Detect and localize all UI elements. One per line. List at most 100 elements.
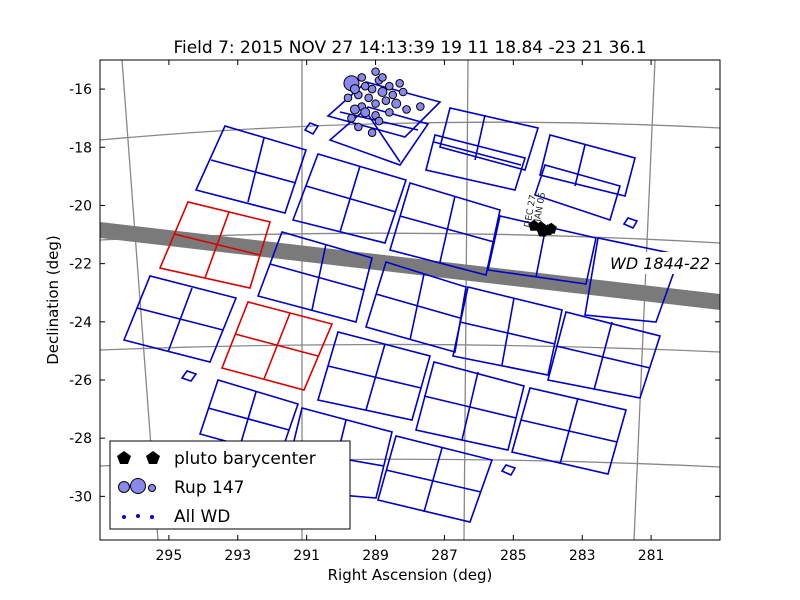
legend-rup-marker [130,478,146,494]
guide-chip [180,370,198,382]
guide-chip [500,464,517,477]
ccd-chip [122,275,238,363]
ccd-chip [388,182,501,276]
ccd-gap [305,185,397,213]
y-tick-label: -28 [69,431,92,447]
grid-line [463,60,469,540]
plot-area: WD 1844-22 DEC 27 JAN 05 [100,60,720,540]
ccd-chip [439,107,540,171]
legend-label-rup: Rup 147 [174,478,244,498]
wd-label: WD 1844-22 [610,254,710,273]
ccd-gap [311,243,327,311]
axes-frame [99,59,721,541]
ccd-gap [339,165,361,233]
ccd-gap [247,137,265,203]
legend-wd-marker [150,515,154,519]
x-tick-label: 291 [293,548,320,564]
legend-label-wd: All WD [174,507,230,527]
rup147-point [385,108,394,117]
pluto-points [528,219,557,237]
y-tick-label: -24 [69,315,92,331]
rup147-point [388,90,398,100]
ccd-gap [593,321,613,391]
red-ccd-chip [220,301,334,391]
ccd-chip [316,331,431,421]
rup147-point [367,128,377,138]
rup147-point [398,87,408,97]
rup147-points [343,67,425,138]
y-axis-label: Declination (deg) [44,235,62,365]
red-ccd-chip [158,201,272,289]
rup147-point [391,98,402,109]
guide-chip [303,122,320,136]
ccd-gap [433,141,522,166]
x-tick-label: 281 [638,548,665,564]
x-tick-label: 285 [500,548,527,564]
ccd-gap [210,159,297,184]
ccd-gap [167,287,193,353]
y-tick-label: -18 [69,140,92,156]
y-tick-label: -30 [69,489,92,505]
ccd-gap [239,391,257,447]
ccd-chip [547,311,662,399]
grid-line [100,343,720,353]
rup147-point [364,93,373,103]
rup147-point [377,87,388,97]
pluto-point [545,222,557,234]
rup147-point [367,84,377,94]
x-tick-label: 287 [431,548,458,564]
ccd-gap [409,273,425,341]
ccd-chip [533,164,621,222]
grid-line [100,121,720,141]
rup147-point [343,93,353,103]
rup147-point [371,67,380,76]
legend-pluto-marker [117,451,131,464]
ccd-gap [461,371,479,441]
pluto-point [536,225,549,237]
ecliptic-band [100,222,720,310]
x-tick-label: 289 [362,548,389,564]
annotations: WD 1844-22 DEC 27 JAN 05 [523,192,720,274]
ccd-chip [291,153,408,244]
chart-title: Field 7: 2015 NOV 27 14:13:39 19 11 18.8… [173,38,646,58]
legend-wd-marker [136,514,140,518]
y-tick-label: -20 [69,198,92,214]
red-ccd-gap [234,333,319,357]
ccd-gap [423,447,443,513]
ccd-gap [364,109,401,163]
ccd-chip [364,260,467,354]
x-tick-label: 283 [569,548,596,564]
ccd-chip [256,231,373,323]
ccd-chip [425,134,527,191]
rup147-point [395,78,404,88]
y-tick-label: -26 [69,373,92,389]
rup147-point [349,104,360,115]
y-tick-label: -22 [69,257,92,273]
ccd-chip [194,125,308,214]
wd-label-background [602,252,720,274]
rup147-point [349,84,360,95]
red-ccd-gap [204,211,230,279]
legend-rup-marker [148,484,156,492]
rup147-point [416,102,425,111]
legend-wd-marker [122,515,126,519]
ccd-chip [415,361,525,451]
y-tick-label: -16 [69,82,92,98]
legend-label-pluto: pluto barycenter [174,449,316,469]
ccd-gap [501,297,515,366]
red-ccd-footprints [158,201,334,391]
rup147-point [371,99,380,108]
rup147-point [402,105,411,114]
rup147-point [360,107,371,118]
ccd-chip [539,134,636,197]
rup147-point [357,73,367,82]
ccd-gap [365,343,386,411]
rup147-point [381,96,391,106]
rup147-point [347,113,356,123]
y-axis: -16 -18 -20 -22 -24 -26 -28 -30 [69,82,720,505]
ccd-gap [327,365,422,389]
x-axis: 295 293 291 289 287 285 283 281 [156,60,665,564]
ccd-chip [377,435,494,523]
ccd-gap [559,397,579,465]
rup147-point [374,116,384,126]
